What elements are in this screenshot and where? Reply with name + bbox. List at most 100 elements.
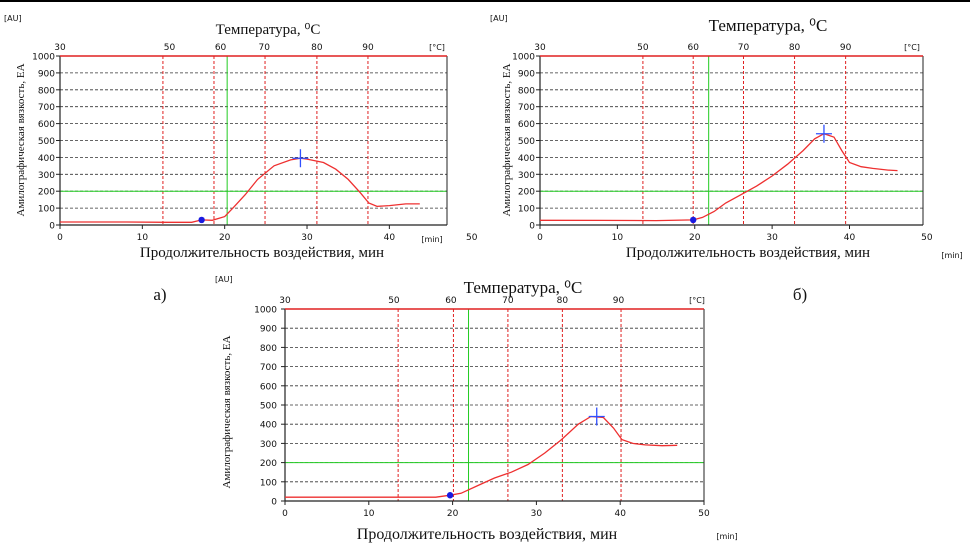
x-tick-label: 20 xyxy=(689,233,701,243)
panel-label: б) xyxy=(793,285,807,304)
y-axis-label: Амилографическая вязкость, ЕА xyxy=(501,63,513,216)
y-tick-label: 300 xyxy=(38,171,55,181)
unit-label: [AU] xyxy=(215,275,233,284)
y-tick-label: 1000 xyxy=(32,53,55,63)
x-tick-label: 20 xyxy=(447,509,459,519)
x-tick-label: 30 xyxy=(766,233,778,243)
y-tick-label: 200 xyxy=(38,188,55,198)
y-tick-label: 0 xyxy=(529,222,535,232)
top-tick-label: 60 xyxy=(445,296,457,306)
x-tick-label: 0 xyxy=(282,509,288,519)
top-tick-label: 90 xyxy=(613,296,625,306)
y-tick-label: 500 xyxy=(260,402,277,412)
unit-label: [AU] xyxy=(4,14,22,23)
chart-panel-1: 0 100 200 300 400 500 600 700 800 900 1000 0 10 20 30 4… xyxy=(4,14,478,304)
y-tick-label: 800 xyxy=(38,86,55,96)
y-tick-label: 200 xyxy=(518,188,535,198)
y-tick-label: 600 xyxy=(38,120,55,130)
peak-viscosity-marker xyxy=(292,149,309,168)
x-axis-label: Продолжительность воздействия, мин xyxy=(626,245,870,261)
top-axis-unit: [°C] xyxy=(429,43,445,52)
y-axis-label: Амилографическая вязкость, ЕА xyxy=(15,63,27,216)
unit-label: [AU] xyxy=(490,14,508,23)
x-tick-label: 40 xyxy=(614,509,626,519)
x-axis-unit: [min] xyxy=(716,532,737,541)
y-tick-label: 400 xyxy=(518,154,535,164)
top-tick-label: 90 xyxy=(362,43,374,53)
chart-panel-3: 0 100 200 300 400 500 600 700 800 900 1000 0 10 20 30 4… xyxy=(215,275,738,543)
y-tick-label: 800 xyxy=(260,344,277,354)
y-tick-label: 0 xyxy=(49,222,55,232)
x-tick-label: 10 xyxy=(612,233,624,243)
top-tick-label: 50 xyxy=(164,43,176,53)
y-tick-label: 500 xyxy=(38,137,55,147)
top-axis-title: Температура, ⁰C xyxy=(709,16,828,35)
top-axis-unit: [°C] xyxy=(904,43,920,52)
x-axis-label: Продолжительность воздействия, мин xyxy=(140,245,384,261)
top-tick-label: 70 xyxy=(738,43,750,53)
x-tick-label: 50 xyxy=(921,233,933,243)
top-tick-label: 60 xyxy=(215,43,227,53)
y-tick-label: 100 xyxy=(260,478,277,488)
y-tick-label: 200 xyxy=(260,459,277,469)
top-tick-label: 50 xyxy=(637,43,649,53)
x-axis-label: Продолжительность воздействия, мин xyxy=(357,526,618,543)
top-tick-label: 70 xyxy=(258,43,270,53)
top-tick-label: 50 xyxy=(388,296,400,306)
x-tick-label: 50 xyxy=(698,509,710,519)
top-tick-label: 70 xyxy=(502,296,514,306)
y-tick-label: 900 xyxy=(518,69,535,79)
y-tick-label: 100 xyxy=(38,205,55,215)
y-tick-label: 1000 xyxy=(512,53,535,63)
top-tick-label: 80 xyxy=(789,43,801,53)
top-axis-unit: [°C] xyxy=(689,296,705,305)
top-tick-label: 60 xyxy=(687,43,699,53)
y-tick-label: 1000 xyxy=(254,306,277,316)
x-tick-label: 10 xyxy=(363,509,375,519)
viscosity-curve xyxy=(60,157,420,223)
y-tick-label: 500 xyxy=(518,137,535,147)
y-tick-label: 300 xyxy=(260,440,277,450)
y-tick-label: 100 xyxy=(518,205,535,215)
y-tick-label: 600 xyxy=(260,382,277,392)
y-tick-label: 400 xyxy=(38,154,55,164)
x-tick-label: 20 xyxy=(219,233,231,243)
y-tick-label: 400 xyxy=(260,421,277,431)
top-tick-label: 80 xyxy=(557,296,569,306)
y-tick-label: 700 xyxy=(518,103,535,113)
gelatinization-start-point xyxy=(446,492,454,499)
y-tick-label: 700 xyxy=(38,103,55,113)
top-tick-label: 30 xyxy=(279,296,291,306)
x-tick-label: 0 xyxy=(537,233,543,243)
y-tick-label: 900 xyxy=(260,325,277,335)
x-axis-unit: [min] xyxy=(421,235,442,244)
top-axis-title: Температура, ⁰C xyxy=(216,22,321,38)
y-axis-label: Амилографическая вязкость, ЕА xyxy=(221,335,233,488)
x-axis-unit: [min] xyxy=(941,251,962,260)
chart-panel-2: 0 100 200 300 400 500 600 700 800 900 1000 0 10 20 30 4… xyxy=(490,14,963,304)
viscosity-curve xyxy=(285,415,678,498)
viscosity-curve xyxy=(539,132,898,222)
peak-viscosity-marker xyxy=(588,407,605,426)
top-border-line xyxy=(0,0,970,2)
y-tick-label: 700 xyxy=(260,363,277,373)
y-tick-label: 0 xyxy=(271,498,277,508)
peak-viscosity-marker xyxy=(815,124,832,143)
x-tick-label: 10 xyxy=(137,233,149,243)
gelatinization-start-point xyxy=(690,216,697,224)
top-tick-label: 80 xyxy=(311,43,323,53)
x-tick-label: 30 xyxy=(301,233,313,243)
y-tick-label: 300 xyxy=(518,171,535,181)
top-axis-title: Температура, ⁰C xyxy=(464,278,583,297)
y-tick-label: 600 xyxy=(518,120,535,130)
x-tick-label: 40 xyxy=(384,233,396,243)
y-tick-label: 800 xyxy=(518,86,535,96)
top-tick-label: 30 xyxy=(534,43,546,53)
x-tick-label: 30 xyxy=(531,509,543,519)
y-tick-label: 900 xyxy=(38,69,55,79)
panel-label: а) xyxy=(153,285,166,304)
top-tick-label: 90 xyxy=(840,43,852,53)
x-tick-label: 0 xyxy=(57,233,63,243)
gelatinization-start-point xyxy=(198,216,205,224)
